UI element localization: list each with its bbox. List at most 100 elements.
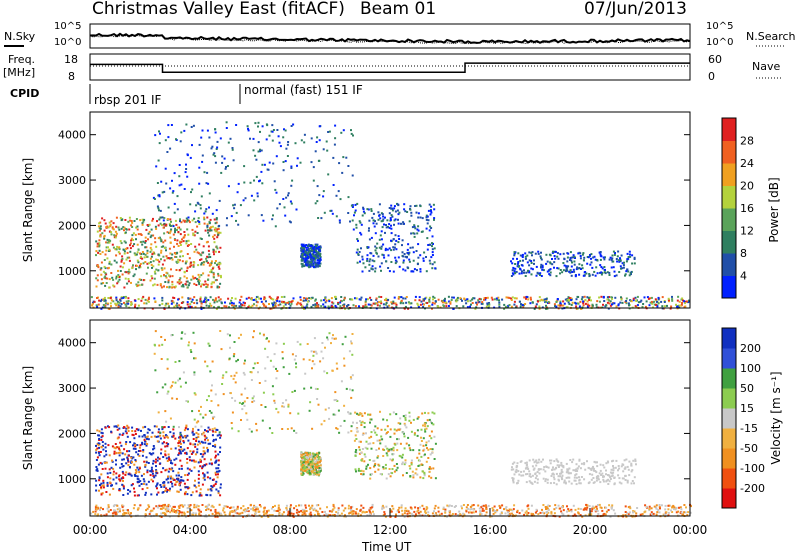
- scatter-cell: [154, 225, 157, 228]
- scatter-cell: [129, 242, 132, 245]
- scatter-cell: [367, 208, 370, 211]
- scatter-cell: [116, 508, 119, 511]
- scatter-cell: [408, 411, 411, 414]
- scatter-cell: [581, 264, 584, 267]
- scatter-cell: [419, 443, 422, 446]
- scatter-cell: [602, 464, 605, 467]
- scatter-cell: [408, 465, 411, 467]
- scatter-cell: [314, 299, 317, 302]
- scatter-cell: [568, 299, 571, 302]
- scatter-cell: [177, 444, 180, 447]
- scatter-cell: [604, 268, 606, 271]
- scatter-cell: [578, 263, 581, 266]
- scatter-cell: [173, 458, 176, 461]
- scatter-cell: [579, 255, 582, 257]
- scatter-cell: [624, 274, 626, 277]
- scatter-cell: [334, 137, 337, 140]
- scatter-cell: [381, 213, 384, 216]
- scatter-cell: [592, 466, 595, 469]
- scatter-cell: [355, 251, 358, 254]
- scatter-cell: [579, 252, 582, 255]
- scatter-cell: [322, 357, 325, 360]
- scatter-cell: [415, 211, 418, 214]
- scatter-cell: [608, 480, 611, 483]
- scatter-cell: [595, 303, 598, 306]
- scatter-cell: [393, 470, 396, 473]
- scatter-cell: [388, 304, 391, 307]
- scatter-cell: [533, 480, 536, 483]
- scatter-cell: [398, 265, 401, 268]
- scatter-cell: [383, 223, 385, 226]
- scatter-cell: [330, 297, 333, 300]
- scatter-cell: [199, 204, 202, 207]
- scatter-cell: [407, 252, 410, 255]
- scatter-cell: [199, 458, 202, 461]
- scatter-cell: [477, 299, 480, 302]
- scatter-cell: [432, 298, 434, 301]
- scatter-cell: [180, 221, 183, 224]
- scatter-cell: [535, 464, 538, 467]
- scatter-cell: [91, 304, 94, 307]
- scatter-cell: [159, 431, 162, 434]
- scatter-cell: [359, 470, 362, 472]
- scatter-cell: [285, 196, 288, 199]
- scatter-cell: [347, 196, 350, 199]
- scatter-cell: [226, 217, 228, 220]
- scatter-cell: [152, 217, 154, 220]
- scatter-cell: [357, 253, 360, 256]
- scatter-cell: [101, 492, 104, 495]
- scatter-cell: [191, 410, 194, 413]
- scatter-cell: [194, 443, 196, 446]
- scatter-cell: [575, 302, 577, 305]
- scatter-cell: [621, 301, 624, 304]
- scatter-cell: [422, 257, 425, 260]
- scatter-cell: [620, 465, 623, 468]
- scatter-cell: [169, 230, 172, 233]
- scatter-cell: [198, 221, 201, 223]
- scatter-cell: [183, 129, 186, 132]
- scatter-cell: [311, 470, 314, 473]
- scatter-cell: [263, 298, 266, 301]
- scatter-cell: [577, 252, 580, 255]
- scatter-cell: [154, 134, 157, 137]
- scatter-cell: [207, 274, 210, 277]
- scatter-cell: [308, 455, 311, 458]
- scatter-cell: [243, 404, 246, 407]
- scatter-cell: [569, 472, 572, 475]
- scatter-cell: [514, 263, 517, 265]
- scatter-cell: [127, 464, 130, 467]
- scatter-cell: [397, 428, 400, 431]
- scatter-cell: [426, 248, 429, 251]
- scatter-cell: [557, 304, 560, 307]
- scatter-cell: [191, 491, 194, 494]
- scatter-cell: [314, 263, 317, 265]
- scatter-cell: [117, 424, 120, 427]
- scatter-cell: [302, 469, 305, 472]
- scatter-cell: [553, 508, 556, 511]
- scatter-cell: [126, 456, 129, 459]
- scatter-cell: [310, 256, 313, 259]
- scatter-cell: [261, 163, 264, 166]
- scatter-cell: [262, 391, 265, 394]
- scatter-cell: [131, 267, 134, 270]
- scatter-cell: [381, 226, 384, 229]
- scatter-cell: [380, 296, 383, 298]
- scatter-cell: [96, 447, 99, 450]
- scatter-cell: [207, 278, 210, 281]
- scatter-cell: [618, 481, 621, 484]
- scatter-cell: [152, 459, 155, 462]
- scatter-cell: [367, 463, 369, 466]
- scatter-cell: [250, 297, 253, 300]
- scatter-cell: [210, 462, 213, 465]
- scatter-cell: [143, 218, 146, 221]
- scatter-cell: [310, 263, 313, 266]
- scatter-cell: [148, 452, 151, 455]
- scatter-cell: [424, 514, 427, 517]
- scatter-cell: [367, 442, 370, 445]
- scatter-cell: [334, 295, 337, 298]
- scatter-cell: [307, 300, 310, 303]
- scatter-cell: [515, 306, 517, 309]
- scatter-cell: [198, 243, 201, 246]
- scatter-cell: [134, 469, 137, 471]
- scatter-cell: [357, 239, 359, 242]
